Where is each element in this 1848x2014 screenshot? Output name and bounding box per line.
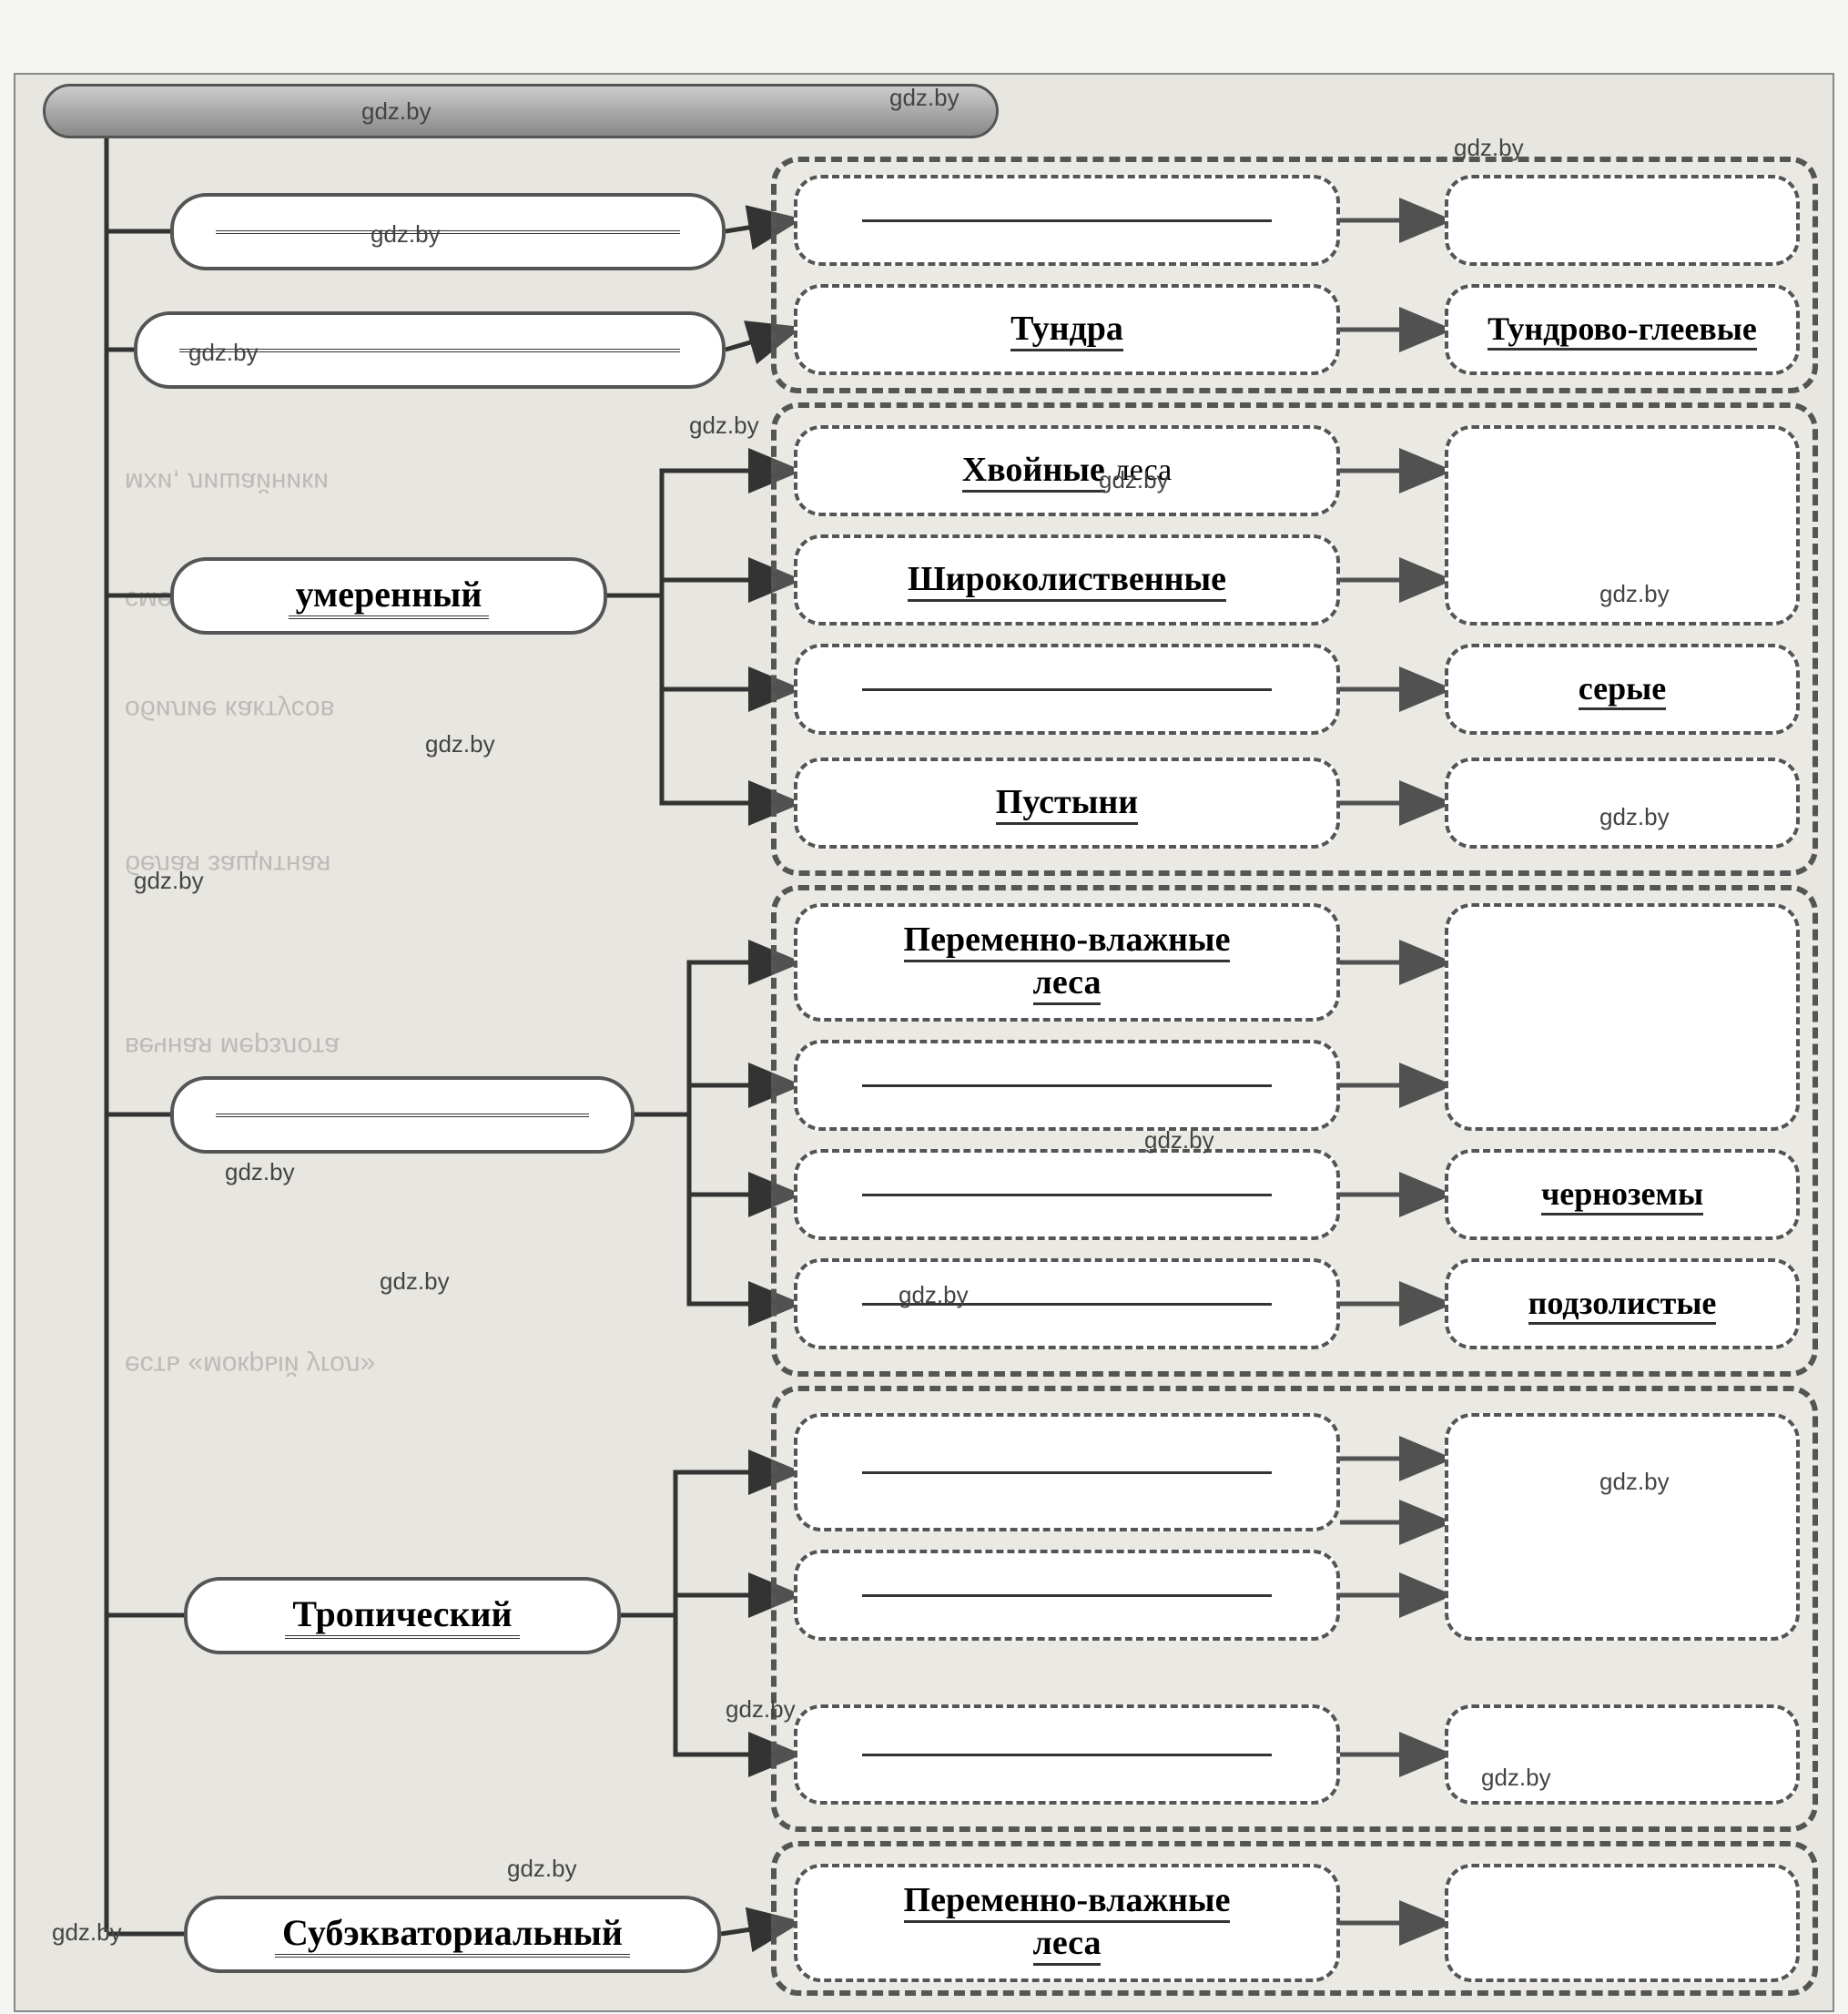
- belt-b4: [170, 1076, 635, 1154]
- soil-s9: черноземы: [1445, 1149, 1800, 1240]
- belt-b6: Субэкваториальный: [184, 1896, 721, 1973]
- watermark: gdz.by: [889, 84, 960, 112]
- soil-s2: Тундрово-глеевые: [1445, 284, 1800, 375]
- soil-s10: подзолистые: [1445, 1258, 1800, 1349]
- belt-label: [216, 230, 680, 234]
- zone-label: Тундра: [1010, 309, 1123, 351]
- soil-label: подзолистые: [1528, 1284, 1717, 1325]
- soil-s7: [1445, 903, 1800, 1131]
- zone-label: Широколиственные: [908, 559, 1226, 602]
- zone-label-2: леса: [1033, 962, 1102, 1005]
- belt-label: Субэкваториальный: [275, 1911, 630, 1958]
- watermark: gdz.by: [225, 1158, 295, 1186]
- zone-z2: Тундра: [794, 284, 1340, 375]
- watermark: gdz.by: [1599, 1468, 1670, 1496]
- soil-label: черноземы: [1541, 1175, 1703, 1216]
- soil-s11: [1445, 1413, 1800, 1641]
- watermark: gdz.by: [1144, 1126, 1214, 1154]
- watermark: gdz.by: [425, 730, 495, 758]
- belt-b3: умеренный: [170, 557, 607, 635]
- belt-label: Тропический: [285, 1592, 519, 1639]
- zone-label: [862, 219, 1272, 222]
- zone-label: Хвойные: [962, 450, 1105, 493]
- zone-z12: [794, 1550, 1340, 1641]
- background-ghost-text: мхи, лишайники: [125, 466, 329, 497]
- soil-label: Тундрово-глеевые: [1488, 310, 1757, 351]
- watermark: gdz.by: [1599, 580, 1670, 608]
- zone-label: [862, 1471, 1272, 1474]
- zone-z9: [794, 1149, 1340, 1240]
- zone-z14: Переменно-влажныелеса: [794, 1864, 1340, 1982]
- zone-label: Переменно-влажные: [904, 1880, 1231, 1923]
- zone-label-2: леса: [1033, 1923, 1102, 1966]
- zone-z4: Широколиственные: [794, 534, 1340, 626]
- watermark: gdz.by: [1454, 134, 1524, 162]
- zone-z3: Хвойныелеса: [794, 425, 1340, 516]
- zone-z13: [794, 1704, 1340, 1805]
- watermark: gdz.by: [1481, 1764, 1551, 1792]
- belt-b5: Тропический: [184, 1577, 621, 1654]
- zone-label: Пустыни: [996, 782, 1138, 825]
- watermark: gdz.by: [52, 1918, 122, 1947]
- root-node: [43, 84, 999, 138]
- zone-z8: [794, 1040, 1340, 1131]
- zone-z6: Пустыни: [794, 758, 1340, 849]
- watermark: gdz.by: [899, 1281, 969, 1309]
- diagram-container: мхи, лишайникисмехитивныеобилие кактусов…: [14, 73, 1834, 2012]
- watermark: gdz.by: [380, 1267, 450, 1296]
- zone-z5: [794, 644, 1340, 735]
- soil-label: серые: [1579, 669, 1667, 710]
- watermark: gdz.by: [371, 220, 441, 249]
- background-ghost-text: есть «мокрый угол»: [125, 1349, 375, 1380]
- watermark: gdz.by: [726, 1695, 796, 1724]
- zone-label: [862, 1084, 1272, 1087]
- zone-label: [862, 1194, 1272, 1196]
- zone-label: [862, 1754, 1272, 1756]
- zone-z11: [794, 1413, 1340, 1531]
- belt-label: умеренный: [289, 573, 490, 619]
- zone-z1: [794, 175, 1340, 266]
- soil-s5: серые: [1445, 644, 1800, 735]
- background-ghost-text: вечная мерзлота: [125, 1031, 340, 1062]
- belt-label: [216, 1114, 589, 1117]
- zone-label: Переменно-влажные: [904, 920, 1231, 962]
- soil-s14: [1445, 1864, 1800, 1982]
- zone-label: [862, 688, 1272, 691]
- background-ghost-text: обилие кактусов: [125, 694, 335, 725]
- watermark: gdz.by: [361, 97, 432, 126]
- zone-label: [862, 1594, 1272, 1597]
- watermark: gdz.by: [188, 339, 259, 367]
- zone-z10: [794, 1258, 1340, 1349]
- watermark: gdz.by: [1099, 466, 1169, 494]
- zone-z7: Переменно-влажныелеса: [794, 903, 1340, 1022]
- watermark: gdz.by: [689, 412, 759, 440]
- watermark: gdz.by: [1599, 803, 1670, 831]
- watermark: gdz.by: [507, 1855, 577, 1883]
- belt-b1: [170, 193, 726, 270]
- soil-s1: [1445, 175, 1800, 266]
- watermark: gdz.by: [134, 867, 204, 895]
